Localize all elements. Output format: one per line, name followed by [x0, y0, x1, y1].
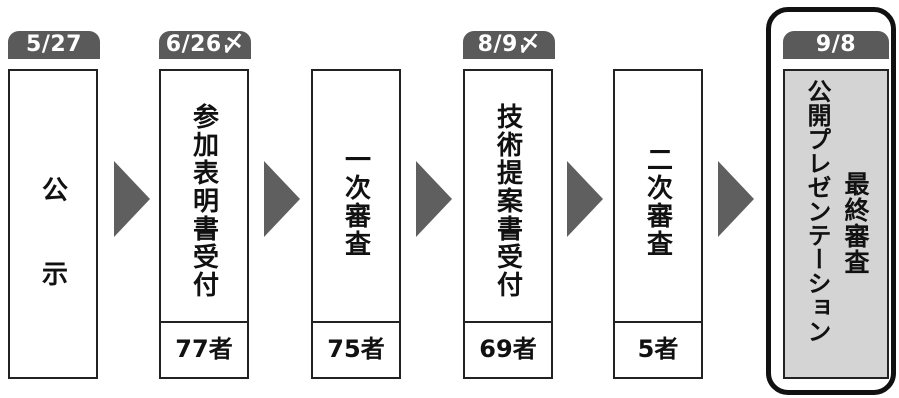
stage-technical-proposal: 技術提案書受付 69者 — [463, 69, 553, 379]
date-pill-stage-1: 5/27 — [8, 31, 100, 59]
stage-final-presentation: 公開プレゼンテーション 最終審査 — [783, 69, 889, 379]
flow-arrow-4 — [567, 161, 603, 237]
stage-technical-proposal-label: 技術提案書受付 — [492, 103, 523, 299]
flow-arrow-3 — [416, 161, 452, 237]
stage-participation-application-label: 参加表明書受付 — [188, 103, 219, 299]
chevron-right-arrow-icon — [264, 161, 300, 237]
chevron-right-arrow-icon — [718, 161, 754, 237]
stage-announcement: 公 示 — [8, 69, 98, 379]
stage-final-presentation-secondary-label: 最終審査 — [841, 171, 870, 275]
stage-first-review-count: 75者 — [313, 321, 399, 377]
flow-arrow-5 — [718, 161, 754, 237]
stage-technical-proposal-count: 69者 — [465, 321, 551, 377]
chevron-right-arrow-icon — [416, 161, 452, 237]
stage-announcement-label: 公 示 — [37, 176, 68, 288]
final-stage-highlight-frame — [766, 7, 896, 395]
date-pill-stage-2: 6/26〆 — [159, 31, 251, 59]
flow-arrow-2 — [264, 161, 300, 237]
stage-second-review-label: 二次審査 — [642, 146, 673, 258]
chevron-right-arrow-icon — [114, 161, 150, 237]
chevron-right-arrow-icon — [567, 161, 603, 237]
date-pill-stage-4: 8/9〆 — [463, 31, 555, 59]
stage-second-review-count: 5者 — [615, 321, 701, 377]
stage-second-review: 二次審査 5者 — [613, 69, 703, 379]
stage-final-presentation-primary-label: 公開プレゼンテーション — [803, 79, 831, 343]
stage-participation-application: 参加表明書受付 77者 — [159, 69, 249, 379]
date-pill-final: 9/8 — [783, 31, 889, 59]
stage-participation-application-count: 77者 — [161, 321, 247, 377]
stage-first-review-label: 一次審査 — [340, 146, 371, 258]
stage-first-review: 一次審査 75者 — [311, 69, 401, 379]
flow-arrow-1 — [114, 161, 150, 237]
